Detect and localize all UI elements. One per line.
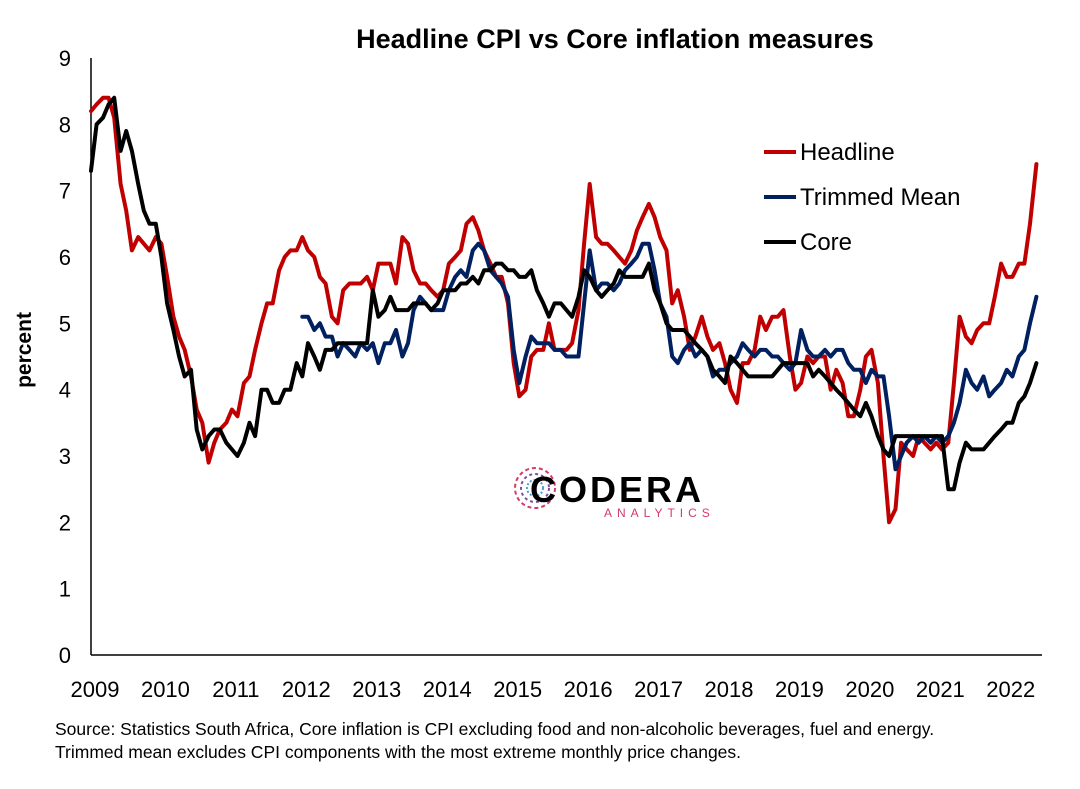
- legend-label: Trimmed Mean: [800, 184, 960, 211]
- x-tick-label: 2019: [775, 677, 824, 702]
- y-tick-label: 1: [59, 577, 71, 602]
- y-axis-label: percent: [13, 312, 36, 388]
- series-lines: [89, 95, 1039, 525]
- x-tick-label: 2013: [352, 677, 401, 702]
- x-tick-label: 2018: [705, 677, 754, 702]
- source-line-1: Source: Statistics South Africa, Core in…: [55, 719, 935, 739]
- x-tick-label: 2016: [564, 677, 613, 702]
- x-tick-label: 2022: [986, 677, 1035, 702]
- legend-label: Core: [800, 229, 852, 256]
- logo-mark-icon: [514, 467, 556, 509]
- series-line-core: [89, 95, 1039, 492]
- y-tick-label: 2: [59, 510, 71, 535]
- x-tick-label: 2017: [634, 677, 683, 702]
- y-tick-label: 5: [59, 311, 71, 336]
- x-tick-label: 2012: [282, 677, 331, 702]
- x-tick-label: 2014: [423, 677, 472, 702]
- y-tick-label: 4: [59, 378, 71, 403]
- y-axis: 0 1 2 3 4 5 6 7 8 9: [59, 46, 71, 668]
- inflation-chart: Headline CPI vs Core inflation measures …: [13, 24, 1042, 702]
- legend-label: Headline: [800, 139, 895, 166]
- x-axis: 2009 2010 2011 2012 2013 2014 2015 2016 2017 2018…: [71, 677, 1036, 702]
- y-tick-label: 8: [59, 112, 71, 137]
- x-tick-label: 2015: [493, 677, 542, 702]
- logo-name: CODERA: [530, 469, 704, 510]
- y-tick-label: 9: [59, 46, 71, 71]
- legend: Headline Trimmed Mean Core: [764, 139, 960, 256]
- source-line-2: Trimmed mean excludes CPI components wit…: [55, 742, 742, 762]
- x-tick-label: 2011: [212, 677, 259, 702]
- source-note: Source: Statistics South Africa, Core in…: [55, 718, 1065, 764]
- x-tick-label: 2021: [916, 677, 965, 702]
- x-tick-label: 2020: [845, 677, 894, 702]
- series-line-headline: [89, 95, 1039, 525]
- chart-title: Headline CPI vs Core inflation measures: [356, 24, 874, 54]
- y-tick-label: 7: [59, 179, 71, 204]
- x-tick-label: 2010: [141, 677, 190, 702]
- logo-tagline: ANALYTICS: [604, 506, 715, 520]
- codera-logo: CODERA ANALYTICS: [514, 467, 715, 520]
- y-tick-label: 0: [59, 643, 71, 668]
- y-tick-label: 3: [59, 444, 71, 469]
- x-tick-label: 2009: [71, 677, 120, 702]
- y-tick-label: 6: [59, 245, 71, 270]
